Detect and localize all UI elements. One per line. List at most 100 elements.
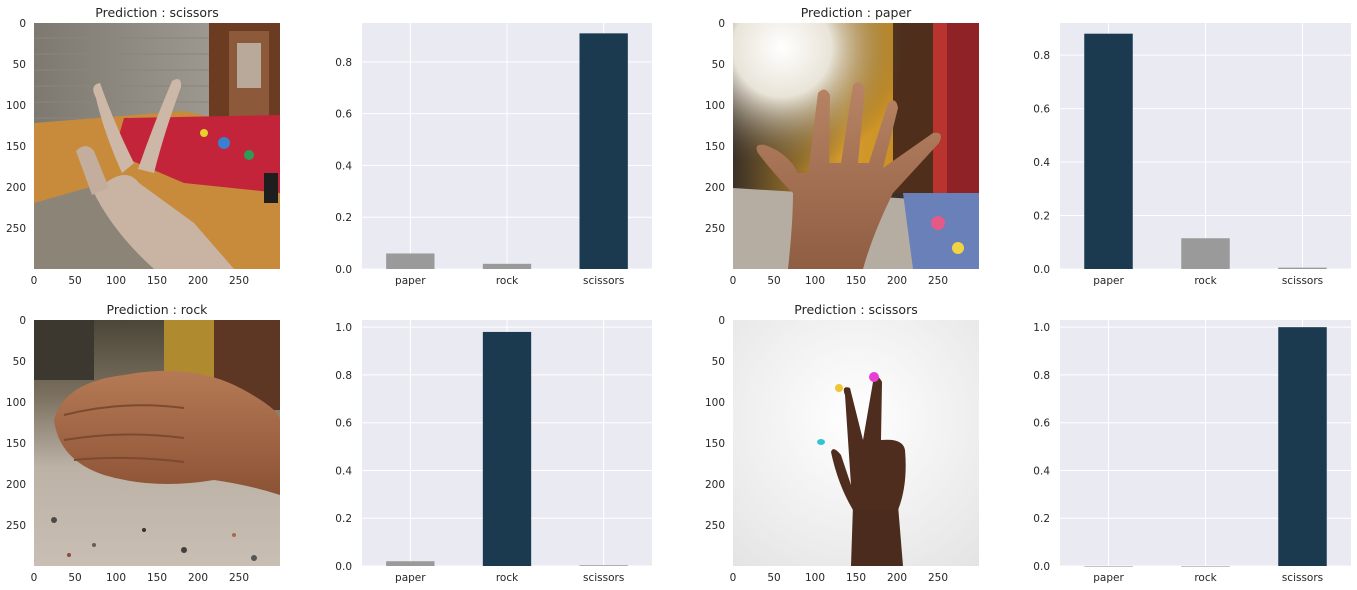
y-tick-label: 100 <box>705 100 725 112</box>
y-tick-label: 100 <box>6 100 26 112</box>
y-tick-label: 0.0 <box>1033 264 1050 276</box>
y-tick-label: 0.2 <box>335 212 352 224</box>
x-tick-label: 250 <box>928 275 948 287</box>
bar-rock <box>482 263 532 269</box>
x-tick-label: paper <box>1093 572 1124 584</box>
y-tick-label: 0.4 <box>1033 157 1050 169</box>
x-tick-label: paper <box>395 275 426 287</box>
y-tick-label: 0.6 <box>335 418 352 430</box>
y-tick-label: 50 <box>712 59 725 71</box>
x-tick-label: 0 <box>31 572 38 584</box>
y-tick-label: 0.2 <box>1033 211 1050 223</box>
y-tick-label: 250 <box>6 223 26 235</box>
y-tick-label: 200 <box>705 479 725 491</box>
x-tick-label: scissors <box>583 275 624 287</box>
image-panel: Prediction : scissors 0 50 100 150 200 250 0 50 1… <box>6 5 280 287</box>
image-panel: Prediction : rock 0 50 100 150 200 250 0 50 100 15… <box>6 302 280 584</box>
x-tick-label: 200 <box>188 275 208 287</box>
x-tick-label: 0 <box>31 275 38 287</box>
y-tick-label: 150 <box>6 438 26 450</box>
y-tick-label: 250 <box>705 520 725 532</box>
bar-rock <box>482 331 532 566</box>
bar-scissors <box>579 33 628 269</box>
y-tick-label: 0.2 <box>335 513 352 525</box>
y-tick-label: 50 <box>13 356 26 368</box>
y-tick-label: 150 <box>6 141 26 153</box>
bar-paper <box>386 561 435 566</box>
x-tick-label: 200 <box>887 572 907 584</box>
y-tick-label: 200 <box>705 182 725 194</box>
y-tick-label: 150 <box>705 141 725 153</box>
hand-photo <box>733 23 979 269</box>
probability-bar-chart: paper rock scissors 0.0 0.2 0.4 0.6 0.8 1.0 <box>335 320 652 584</box>
x-tick-label: 0 <box>730 275 737 287</box>
x-tick-label: 50 <box>767 572 780 584</box>
bar-paper <box>386 253 435 269</box>
x-tick-label: paper <box>1093 275 1124 287</box>
bar-rock <box>1181 238 1230 269</box>
y-tick-label: 250 <box>6 520 26 532</box>
x-tick-label: scissors <box>1282 275 1323 287</box>
x-tick-label: 150 <box>846 275 866 287</box>
y-tick-label: 0.4 <box>1033 465 1050 477</box>
y-tick-label: 0.0 <box>335 561 352 573</box>
x-tick-label: rock <box>1194 275 1217 287</box>
y-tick-label: 100 <box>6 397 26 409</box>
probability-bar-chart: paper rock scissors 0.0 0.2 0.4 0.6 0.8 1.0 <box>1033 320 1351 584</box>
x-tick-label: 0 <box>730 572 737 584</box>
y-tick-label: 0 <box>19 315 26 327</box>
image-panel: Prediction : paper 0 50 100 150 200 250 0 50 100 1… <box>705 5 979 287</box>
y-tick-label: 0.6 <box>335 109 352 121</box>
x-tick-label: 50 <box>68 572 81 584</box>
hand-photo <box>34 320 280 566</box>
x-tick-label: 250 <box>229 275 249 287</box>
probability-bar-chart: paper rock scissors 0.0 0.2 0.4 0.6 0.8 <box>1033 23 1351 287</box>
x-tick-label: 150 <box>147 572 167 584</box>
y-tick-label: 1.0 <box>335 322 352 334</box>
panel-title: Prediction : scissors <box>95 5 218 20</box>
y-tick-label: 0.4 <box>335 465 352 477</box>
y-tick-label: 0.8 <box>1033 50 1050 62</box>
x-tick-label: scissors <box>583 572 624 584</box>
image-panel: Prediction : scissors 0 50 100 150 200 250 0 50 1… <box>705 302 979 584</box>
x-tick-label: scissors <box>1282 572 1323 584</box>
y-tick-label: 0.8 <box>335 370 352 382</box>
bar-scissors <box>1278 327 1327 566</box>
bar-scissors <box>1278 267 1327 269</box>
bar-paper <box>1084 33 1133 270</box>
y-tick-label: 0.0 <box>1033 561 1050 573</box>
y-tick-label: 0.2 <box>1033 513 1050 525</box>
y-tick-label: 1.0 <box>1033 322 1050 334</box>
y-tick-label: 200 <box>6 182 26 194</box>
hand-photo <box>34 23 280 269</box>
probability-bar-chart: paper rock scissors 0.0 0.2 0.4 0.6 0.8 <box>335 23 652 287</box>
x-tick-label: 50 <box>68 275 81 287</box>
x-tick-label: 250 <box>229 572 249 584</box>
x-tick-label: 50 <box>767 275 780 287</box>
x-tick-label: rock <box>1194 572 1217 584</box>
x-tick-label: rock <box>496 275 519 287</box>
panel-title: Prediction : paper <box>801 5 912 20</box>
panel-title: Prediction : scissors <box>794 302 917 317</box>
y-tick-label: 100 <box>705 397 725 409</box>
x-tick-label: 100 <box>106 572 126 584</box>
y-tick-label: 0 <box>718 18 725 30</box>
y-tick-label: 0.8 <box>335 57 352 69</box>
y-tick-label: 0 <box>718 315 725 327</box>
x-tick-label: paper <box>395 572 426 584</box>
x-tick-label: 100 <box>106 275 126 287</box>
x-tick-label: 100 <box>805 275 825 287</box>
bar-rock <box>1181 566 1230 567</box>
x-tick-label: rock <box>496 572 519 584</box>
y-tick-label: 50 <box>712 356 725 368</box>
bar-scissors <box>579 565 628 566</box>
x-tick-label: 100 <box>805 572 825 584</box>
x-tick-label: 150 <box>147 275 167 287</box>
panel-title: Prediction : rock <box>107 302 209 317</box>
y-tick-label: 0.4 <box>335 160 352 172</box>
y-tick-label: 0 <box>19 18 26 30</box>
y-tick-label: 0.0 <box>335 264 352 276</box>
x-tick-label: 200 <box>887 275 907 287</box>
y-tick-label: 0.6 <box>1033 418 1050 430</box>
